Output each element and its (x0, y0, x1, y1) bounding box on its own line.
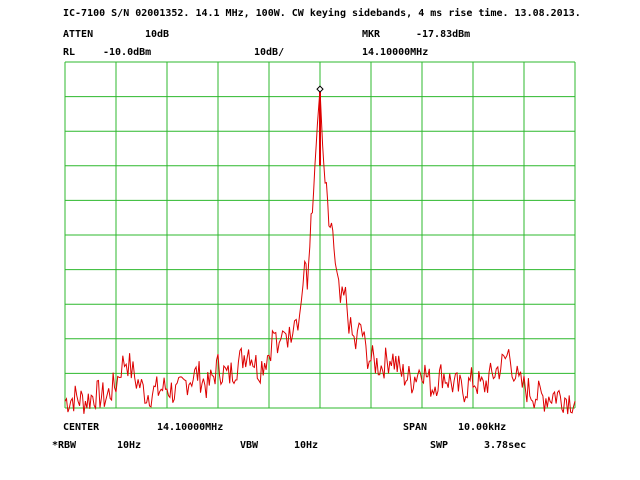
mkr-label: MKR (362, 29, 381, 40)
chart-title: IC-7100 S/N 02001352. 14.1 MHz, 100W. CW… (63, 8, 581, 19)
trace-group (64, 89, 576, 415)
center-label: CENTER (63, 422, 100, 433)
marker-frequency: 14.10000MHz (362, 47, 429, 58)
vbw-value: 10Hz (294, 440, 319, 451)
marker-group (316, 85, 324, 93)
rl-value: -10.0dBm (103, 47, 152, 58)
scale-value: 10dB/ (254, 47, 285, 58)
rl-label: RL (63, 47, 76, 58)
span-value: 10.00kHz (458, 422, 507, 433)
center-value: 14.10000MHz (157, 422, 224, 433)
swp-label: SWP (430, 440, 449, 451)
vbw-label: VBW (240, 440, 259, 451)
swp-value: 3.78sec (484, 440, 527, 451)
span-label: SPAN (403, 422, 428, 433)
atten-label: ATTEN (63, 29, 94, 40)
mkr-value: -17.83dBm (416, 29, 471, 40)
marker-diamond (316, 85, 324, 93)
rbw-label: *RBW (52, 440, 77, 451)
rbw-value: 10Hz (117, 440, 142, 451)
atten-value: 10dB (145, 29, 170, 40)
